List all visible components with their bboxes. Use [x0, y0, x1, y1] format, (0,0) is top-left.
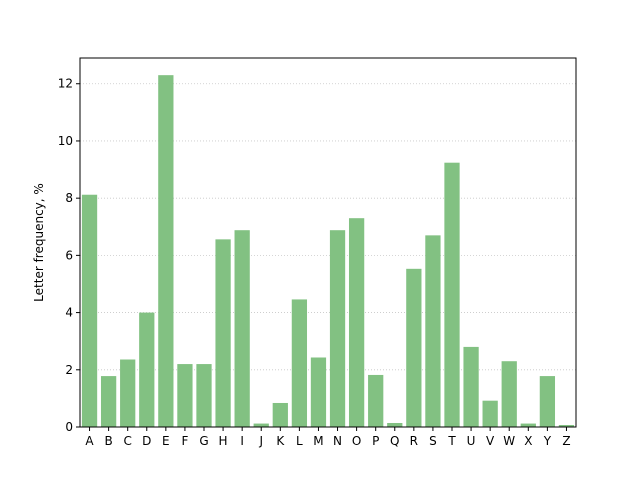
bar-x — [520, 423, 536, 427]
x-tick-label: O — [352, 434, 361, 448]
x-tick-label: S — [429, 434, 437, 448]
bar-v — [482, 400, 498, 427]
y-tick-label: 0 — [65, 420, 73, 434]
bar-i — [234, 230, 250, 427]
x-tick-label: C — [123, 434, 131, 448]
bar-p — [368, 374, 384, 427]
x-tick-label: Q — [390, 434, 399, 448]
bar-g — [196, 364, 212, 427]
y-axis-ticks: 0 2 4 6 8 10 12 — [58, 77, 80, 434]
bar-a — [81, 194, 98, 427]
y-tick-label: 12 — [58, 77, 73, 91]
bar-k — [272, 402, 288, 427]
y-tick-label: 6 — [65, 248, 73, 262]
bar-z — [558, 424, 575, 427]
bar-f — [177, 364, 193, 427]
bar-e — [158, 75, 174, 428]
x-tick-label: W — [503, 434, 515, 448]
bar-h — [215, 239, 231, 427]
bar-b — [100, 376, 117, 427]
x-tick-label: A — [85, 434, 94, 448]
bar-s — [425, 235, 441, 427]
bar-o — [348, 218, 365, 427]
x-tick-label: I — [240, 434, 244, 448]
y-tick-label: 2 — [65, 363, 73, 377]
bar-c — [120, 359, 136, 427]
bar-d — [139, 312, 155, 427]
y-tick-label: 10 — [58, 134, 73, 148]
x-tick-label: H — [219, 434, 228, 448]
x-tick-label: E — [162, 434, 170, 448]
bar-t — [444, 162, 460, 427]
x-tick-label: K — [276, 434, 285, 448]
bar-u — [463, 346, 479, 427]
x-tick-label: V — [486, 434, 495, 448]
bar-m — [310, 357, 327, 427]
bar-j — [253, 423, 269, 427]
x-tick-label: M — [313, 434, 323, 448]
bar-w — [501, 361, 517, 427]
plot-frame — [79, 57, 577, 428]
bar-n — [329, 230, 346, 427]
x-tick-label: J — [258, 434, 263, 448]
x-tick-label: Z — [562, 434, 570, 448]
y-tick-label: 8 — [65, 191, 73, 205]
x-tick-label: F — [181, 434, 188, 448]
x-tick-label: P — [372, 434, 379, 448]
x-tick-label: R — [410, 434, 418, 448]
x-tick-label: X — [524, 434, 532, 448]
x-tick-label: L — [296, 434, 303, 448]
bars — [81, 75, 575, 428]
y-axis-label: Letter frequency, % — [32, 183, 46, 302]
y-tick-label: 4 — [65, 306, 73, 320]
x-tick-label: D — [142, 434, 151, 448]
bar-l — [291, 299, 308, 427]
x-tick-label: G — [199, 434, 208, 448]
bar-q — [387, 422, 403, 427]
x-tick-label: Y — [543, 434, 552, 448]
bar-y — [539, 376, 556, 427]
bar-r — [406, 268, 422, 427]
x-tick-label: N — [333, 434, 342, 448]
x-tick-label: U — [467, 434, 476, 448]
x-tick-label: B — [104, 434, 112, 448]
x-tick-label: T — [447, 434, 456, 448]
